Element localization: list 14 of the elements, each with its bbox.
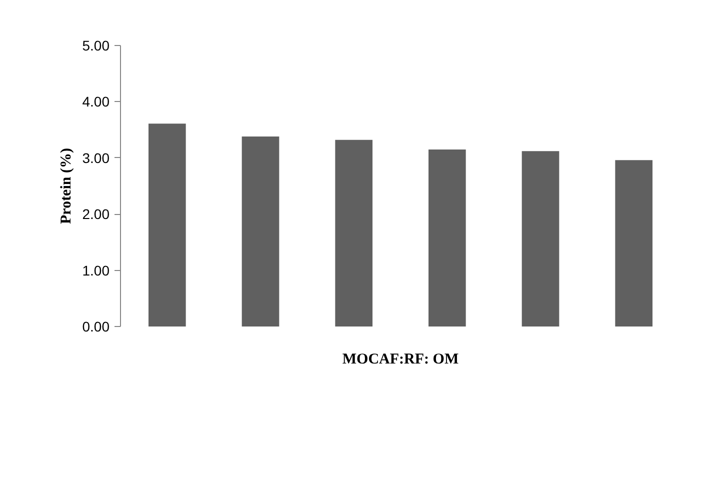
bar (242, 136, 280, 326)
y-tick-label: 5.00 (82, 38, 110, 54)
y-tick-label: 2.00 (82, 206, 110, 222)
bar (335, 140, 372, 326)
y-tick-label: 0.00 (82, 318, 110, 334)
bar (148, 124, 186, 326)
bar (615, 160, 652, 326)
bar (428, 149, 466, 326)
y-axis-title: Protein (%) (58, 148, 74, 224)
y-tick-label: 1.00 (82, 262, 110, 278)
y-tick-label: 3.00 (82, 150, 110, 166)
y-tick-label: 4.00 (82, 94, 110, 110)
x-axis-title: MOCAF:RF: OM (342, 352, 459, 368)
bar (522, 151, 560, 326)
